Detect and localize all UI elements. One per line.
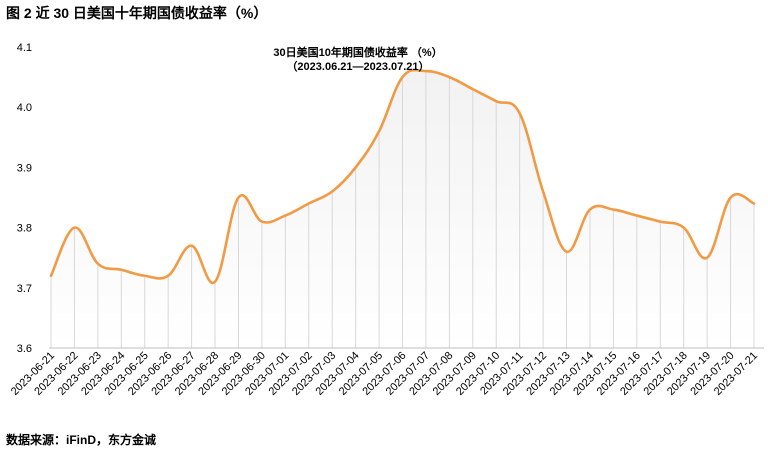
y-tick-label: 3.6 (17, 343, 32, 355)
series-line-layer (49, 68, 756, 285)
y-tick-label: 3.7 (17, 283, 32, 295)
drop-lines-layer (50, 71, 755, 348)
y-tick-label: 4.0 (17, 102, 32, 114)
chart-title: 30日美国10年期国债收益率 （%） (273, 45, 442, 59)
yield-series-line (49, 68, 756, 285)
chart-subtitle: （2023.06.21—2023.07.21） (286, 60, 429, 73)
y-tick-label: 3.9 (17, 162, 32, 174)
y-tick-label: 3.8 (17, 223, 32, 235)
x-tick-labels: 2023-06-212023-06-222023-06-232023-06-24… (9, 350, 760, 398)
y-tick-label: 4.1 (17, 42, 32, 54)
figure-title: 图 2 近 30 日美国十年期国债收益率（%） (6, 5, 268, 21)
y-tick-labels: 3.6 3.7 3.8 3.9 4.0 4.1 (17, 42, 32, 355)
data-source-note: 数据来源：iFinD，东方金诚 (6, 433, 156, 447)
